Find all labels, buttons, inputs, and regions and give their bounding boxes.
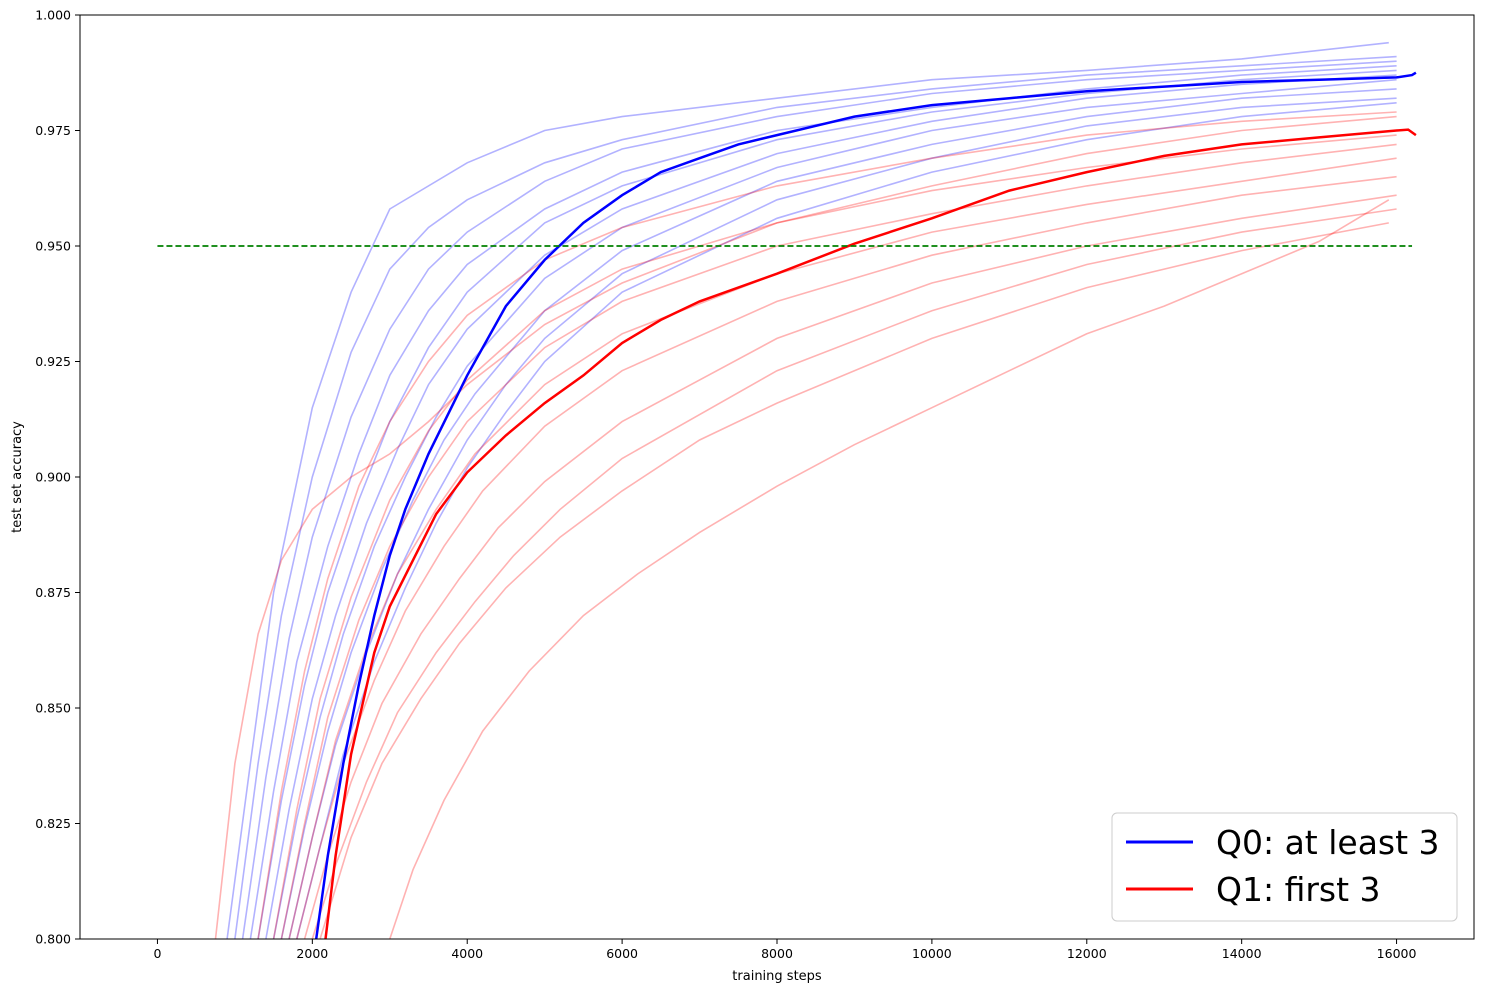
run-line-q1-9: [389, 199, 1390, 939]
run-line-q1-7: [311, 208, 1397, 939]
run-line-q1-8: [319, 222, 1389, 939]
mean-series: [314, 71, 1417, 939]
run-line-q0-2: [241, 60, 1397, 939]
legend-label-q1: Q1: first 3: [1216, 870, 1381, 909]
x-tick-label: 4000: [451, 946, 483, 961]
legend-box: [1111, 812, 1458, 922]
y-tick-label: 0.950: [35, 239, 71, 254]
series-line-1: [324, 128, 1417, 939]
y-tick-label: 0.850: [35, 701, 71, 716]
y-tick-label: 0.975: [35, 123, 71, 138]
run-line-q1-5: [296, 175, 1397, 939]
x-axis: 0 2000 4000 6000 8000 10000 12000 14000 16000: [153, 939, 1416, 961]
y-tick-label: 0.925: [35, 354, 71, 369]
run-line-q0-4: [257, 69, 1397, 939]
legend: Q0: at least 3 Q1: first 3: [1111, 812, 1458, 922]
y-tick-label: 0.800: [35, 932, 71, 947]
run-line-q0-9: [296, 102, 1397, 939]
x-tick-label: 2000: [296, 946, 328, 961]
individual-runs: [214, 41, 1397, 939]
run-line-q0-7: [280, 88, 1397, 939]
run-line-q1-4: [288, 157, 1397, 939]
x-axis-label: training steps: [732, 969, 822, 984]
run-line-q1-3: [280, 143, 1397, 939]
y-axis: 0.800 0.825 0.850 0.875 0.900 0.925 0.950 0.975…: [35, 8, 80, 947]
x-tick-label: 0: [153, 946, 161, 961]
run-line-q1-0: [214, 115, 1397, 939]
x-tick-label: 14000: [1222, 946, 1262, 961]
x-tick-label: 16000: [1377, 946, 1417, 961]
y-tick-label: 0.875: [35, 585, 71, 600]
x-tick-label: 6000: [606, 946, 638, 961]
x-tick-label: 8000: [761, 946, 793, 961]
run-line-q0-8: [288, 97, 1397, 939]
y-tick-label: 0.825: [35, 816, 71, 831]
run-line-q1-6: [303, 194, 1397, 939]
x-tick-label: 12000: [1067, 946, 1107, 961]
series-line-0: [314, 71, 1417, 939]
run-line-q1-1: [257, 111, 1397, 939]
y-tick-label: 1.000: [35, 8, 71, 23]
legend-label-q0: Q0: at least 3: [1216, 823, 1440, 862]
x-tick-label: 10000: [912, 946, 952, 961]
y-tick-label: 0.900: [35, 470, 71, 485]
run-line-q0-1: [234, 55, 1397, 939]
y-axis-label: test set accuracy: [10, 421, 25, 533]
run-line-q0-5: [265, 74, 1397, 939]
run-line-q1-2: [272, 134, 1397, 939]
run-line-q0-0: [226, 41, 1389, 939]
run-line-q0-6: [272, 78, 1397, 939]
